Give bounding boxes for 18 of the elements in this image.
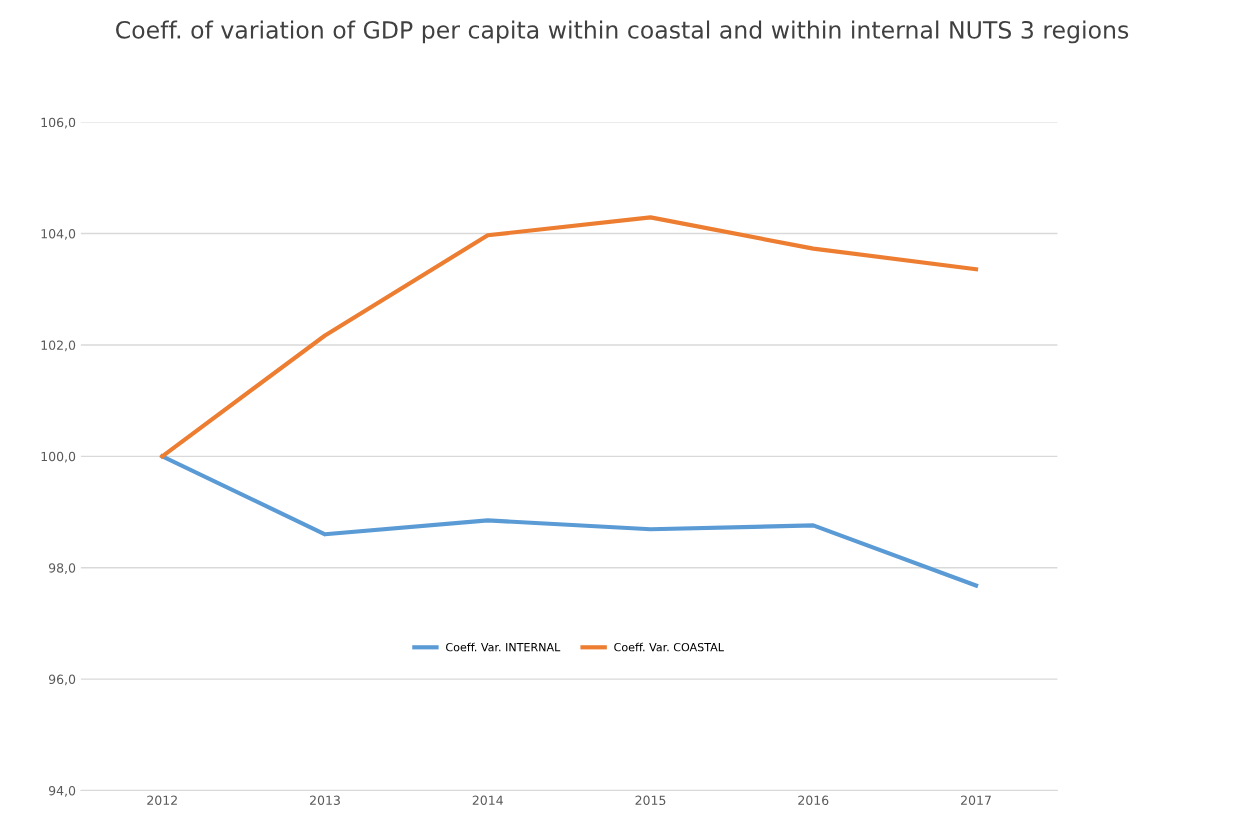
legend-label: Coeff. Var. INTERNAL: [446, 642, 561, 652]
y-tick-label: 102,0: [41, 340, 76, 352]
y-tick-label: 100,0: [41, 451, 76, 463]
x-tick-label: 2013: [310, 795, 340, 806]
x-tick-label: 2016: [798, 795, 829, 806]
y-tick-label: 96,0: [48, 674, 76, 686]
x-tick-label: 2012: [147, 795, 177, 806]
y-tick-label: 98,0: [48, 563, 76, 574]
y-tick-label: 106,0: [41, 117, 76, 129]
x-tick-label: 2014: [472, 795, 503, 806]
line-series: [160, 454, 979, 588]
x-tick-label: 2015: [635, 795, 666, 806]
chart-title: Coeff. of variation of GDP per capita within coastal and within internal NUTS 3 regions: [116, 20, 1129, 44]
line-series: [160, 215, 979, 459]
y-tick-label: 94,0: [48, 785, 76, 797]
x-tick-label: 2017: [961, 795, 991, 806]
legend-label: Coeff. Var. COASTAL: [614, 642, 724, 652]
y-tick-label: 104,0: [41, 229, 76, 240]
